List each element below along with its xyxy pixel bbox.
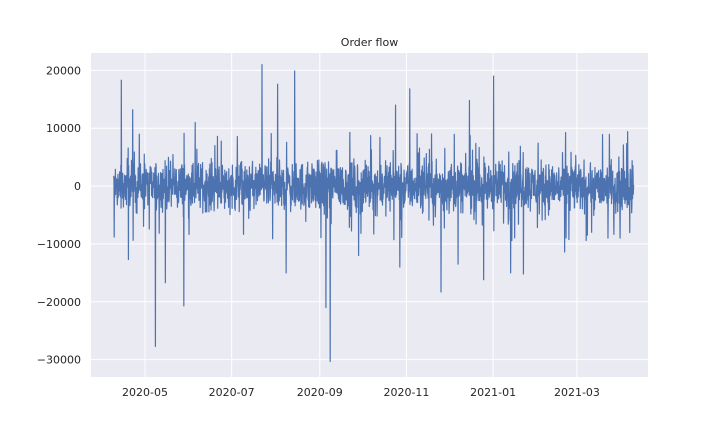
y-tick-label: −30000 bbox=[37, 354, 81, 367]
x-tick-label: 2020-09 bbox=[297, 386, 343, 399]
y-tick-labels: 20000 10000 0 −10000 −20000 −30000 bbox=[37, 64, 81, 366]
x-tick-labels: 2020-05 2020-07 2020-09 2020-11 2021-01 2021-… bbox=[122, 386, 600, 399]
y-tick-label: −10000 bbox=[37, 238, 81, 251]
x-tick-label: 2021-01 bbox=[470, 386, 516, 399]
y-tick-label: 10000 bbox=[46, 122, 81, 135]
y-tick-label: −20000 bbox=[37, 296, 81, 309]
x-tick-label: 2021-03 bbox=[554, 386, 600, 399]
series-line bbox=[113, 63, 635, 362]
series-layer bbox=[113, 63, 635, 362]
x-tick-label: 2020-05 bbox=[122, 386, 168, 399]
chart-title: Order flow bbox=[341, 36, 398, 49]
y-tick-label: 0 bbox=[74, 180, 81, 193]
y-tick-label: 20000 bbox=[46, 64, 81, 77]
x-tick-label: 2020-11 bbox=[383, 386, 429, 399]
x-tick-label: 2020-07 bbox=[209, 386, 255, 399]
